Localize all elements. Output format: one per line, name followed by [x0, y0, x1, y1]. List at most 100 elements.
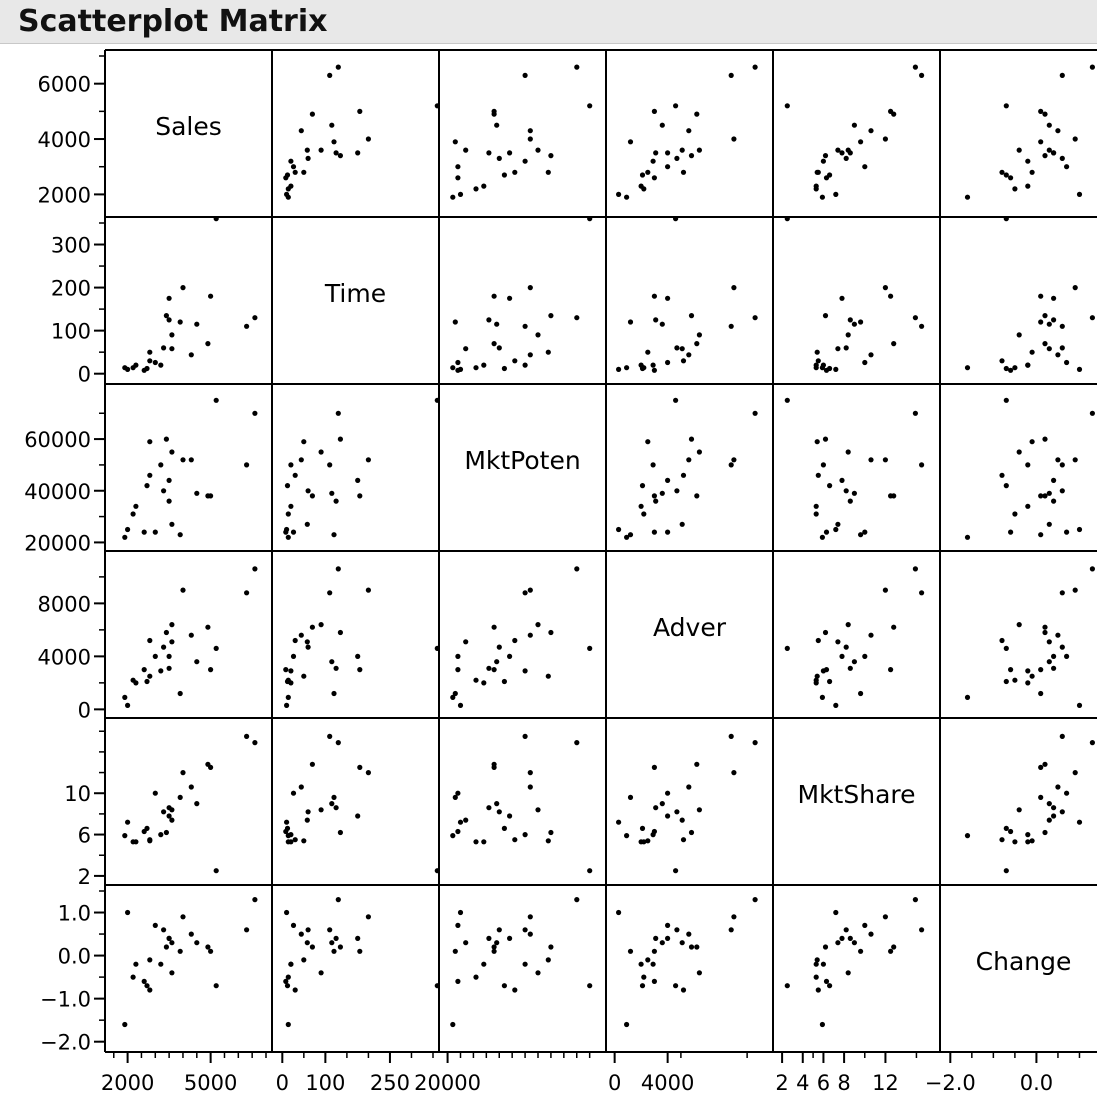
point-change-vs-sales-22 — [147, 987, 153, 993]
point-mktpoten-vs-mktshare-10 — [847, 498, 853, 504]
point-mktpoten-vs-change-16 — [964, 534, 971, 540]
point-sales-vs-mktpoten-4 — [455, 164, 461, 170]
point-change-vs-adver-22 — [680, 987, 687, 993]
point-change-vs-adver-2 — [728, 927, 734, 933]
point-adver-vs-mktpoten-18 — [501, 678, 507, 685]
point-mktshare-vs-time-17 — [284, 819, 290, 825]
point-mktpoten-vs-mktshare-21 — [845, 449, 851, 455]
point-mktshare-vs-sales-16 — [122, 833, 128, 839]
cell-time-vs-sales — [122, 216, 258, 373]
point-change-vs-sales-21 — [169, 970, 175, 976]
point-mktshare-vs-time-23 — [365, 770, 371, 776]
point-sales-vs-adver-0 — [673, 103, 679, 109]
point-time-vs-change-10 — [1051, 317, 1057, 323]
point-adver-vs-time-12 — [301, 673, 307, 679]
point-mktshare-vs-mktpoten-8 — [491, 764, 497, 771]
point-sales-vs-mktshare-7 — [851, 122, 858, 128]
point-change-vs-mktpoten-2 — [522, 927, 528, 933]
point-sales-vs-time-22 — [292, 169, 298, 175]
x-axis-change: −2.0 0.0 — [925, 1052, 1081, 1095]
point-time-vs-change-15 — [1008, 367, 1014, 373]
point-sales-vs-mktshare-18 — [827, 172, 833, 178]
point-adver-vs-mktpoten-15 — [455, 667, 461, 673]
point-sales-vs-change-22 — [999, 169, 1005, 175]
point-mktpoten-vs-mktshare-14 — [813, 511, 819, 517]
point-sales-vs-adver-14 — [641, 186, 647, 192]
variable-label-time: Time — [324, 279, 386, 308]
point-mktshare-vs-change-16 — [964, 833, 971, 839]
point-change-vs-adver-6 — [694, 944, 700, 950]
point-time-vs-mktshare-1 — [912, 315, 919, 321]
point-mktshare-vs-mktpoten-4 — [455, 790, 461, 796]
point-mktshare-vs-change-23 — [1072, 770, 1078, 776]
point-mktshare-vs-change-13 — [1025, 839, 1031, 845]
point-sales-vs-time-19 — [288, 158, 294, 164]
point-mktpoten-vs-sales-17 — [125, 526, 131, 533]
point-adver-vs-time-21 — [318, 622, 324, 628]
point-sales-vs-change-15 — [1008, 175, 1014, 181]
point-mktpoten-vs-change-23 — [1072, 457, 1078, 463]
point-time-vs-change-17 — [1076, 366, 1083, 372]
point-change-vs-time-23 — [365, 914, 371, 920]
point-time-vs-mktpoten-12 — [545, 349, 551, 355]
point-change-vs-mktpoten-24 — [507, 935, 513, 942]
point-adver-vs-time-6 — [309, 624, 315, 630]
point-mktpoten-vs-change-20 — [1059, 488, 1065, 494]
point-mktshare-vs-adver-12 — [645, 838, 651, 844]
point-sales-vs-adver-6 — [694, 111, 700, 117]
point-adver-vs-sales-22 — [147, 637, 153, 644]
point-sales-vs-mktpoten-8 — [491, 108, 497, 114]
point-sales-vs-adver-21 — [696, 147, 703, 153]
cell-sales-vs-change — [964, 64, 1095, 200]
point-adver-vs-sales-7 — [194, 659, 200, 665]
point-change-vs-adver-13 — [638, 961, 644, 967]
point-change-vs-mktshare-12 — [814, 957, 820, 963]
point-change-vs-sales-9 — [177, 948, 183, 954]
cell-mktshare-vs-mktshare: MktShare — [798, 780, 916, 809]
cell-change-vs-adver — [616, 897, 758, 1028]
point-time-vs-change-19 — [1025, 362, 1031, 368]
point-mktshare-vs-mktpoten-23 — [527, 770, 533, 776]
point-adver-vs-sales-11 — [163, 629, 169, 636]
point-change-vs-adver-3 — [686, 931, 692, 937]
point-sales-vs-change-23 — [1072, 136, 1078, 142]
point-time-vs-sales-21 — [169, 332, 175, 338]
point-change-vs-sales-24 — [166, 935, 172, 942]
point-mktshare-vs-mktpoten-19 — [522, 832, 528, 838]
point-sales-vs-mktpoten-12 — [545, 169, 551, 175]
point-mktpoten-vs-change-6 — [1042, 493, 1048, 499]
point-time-vs-adver-2 — [728, 323, 734, 329]
y-tick-label: 10 — [64, 782, 91, 806]
point-time-vs-mktshare-17 — [833, 366, 839, 372]
point-sales-vs-change-3 — [1055, 128, 1061, 134]
point-adver-vs-mktpoten-5 — [463, 639, 469, 645]
point-mktshare-vs-adver-7 — [659, 801, 665, 807]
point-adver-vs-mktshare-12 — [814, 673, 820, 679]
point-adver-vs-time-16 — [285, 694, 291, 701]
point-change-vs-mktpoten-19 — [522, 961, 528, 967]
point-mktshare-vs-time-4 — [290, 790, 297, 796]
point-change-vs-mktshare-8 — [888, 948, 894, 954]
point-sales-vs-mktshare-23 — [882, 136, 889, 142]
y-axis-adver: 8000 4000 0 — [38, 576, 105, 722]
point-mktpoten-vs-adver-12 — [645, 439, 651, 445]
point-mktshare-vs-change-21 — [1016, 807, 1022, 813]
point-change-vs-mktshare-20 — [843, 927, 849, 933]
point-change-vs-mktpoten-3 — [527, 931, 533, 937]
point-change-vs-time-14 — [285, 974, 291, 980]
point-time-vs-sales-10 — [166, 317, 172, 323]
y-tick-label: −2.0 — [40, 1031, 91, 1055]
point-adver-vs-mktpoten-4 — [455, 653, 461, 660]
point-mktshare-vs-change-11 — [1042, 829, 1048, 836]
point-adver-vs-mktshare-11 — [822, 629, 829, 636]
point-mktshare-vs-mktpoten-9 — [452, 794, 458, 801]
point-sales-vs-mktshare-22 — [815, 169, 821, 175]
point-change-vs-adver-9 — [627, 948, 634, 954]
point-mktpoten-vs-mktshare-17 — [833, 526, 839, 533]
point-mktpoten-vs-sales-24 — [166, 477, 172, 483]
point-mktshare-vs-adver-4 — [665, 790, 671, 796]
x-tick-label: 5000 — [184, 1071, 237, 1095]
point-mktshare-vs-sales-24 — [166, 813, 172, 819]
point-time-vs-adver-16 — [624, 365, 630, 371]
point-adver-vs-sales-10 — [166, 665, 172, 671]
